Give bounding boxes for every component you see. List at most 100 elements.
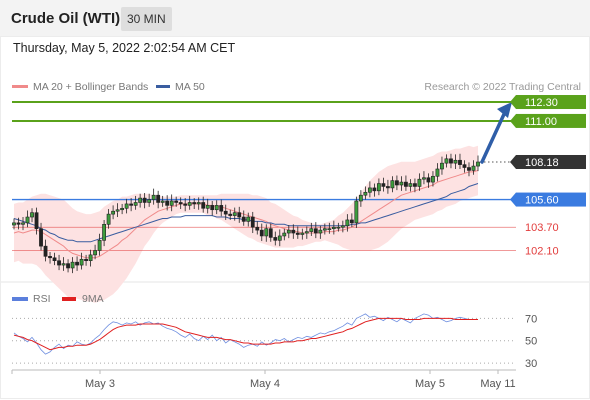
- candle: [354, 196, 359, 228]
- x-tick-label: May 4: [250, 378, 280, 390]
- candle: [462, 160, 467, 173]
- candle: [133, 195, 138, 210]
- candle: [219, 199, 224, 217]
- candle-body: [192, 202, 197, 205]
- candle: [453, 154, 458, 169]
- candle-body: [70, 261, 75, 269]
- ma50-line: [13, 183, 479, 243]
- candle: [115, 203, 120, 218]
- candle: [178, 197, 183, 210]
- candle-body: [196, 202, 201, 205]
- rsi-legend-swatch: [12, 297, 28, 301]
- candle: [16, 217, 21, 230]
- candle: [237, 206, 242, 223]
- candle-body: [210, 205, 215, 211]
- candle: [151, 188, 156, 205]
- candle: [205, 198, 210, 214]
- candle-body: [354, 200, 359, 224]
- rsi-tick-label: 70: [525, 313, 537, 325]
- current-price-label: 108.18: [525, 157, 559, 169]
- candle: [88, 249, 93, 267]
- candle: [223, 204, 228, 220]
- candle-body: [349, 219, 354, 224]
- candle: [138, 193, 143, 208]
- candle-body: [183, 203, 188, 206]
- candle-body: [111, 210, 116, 215]
- candle: [471, 160, 476, 175]
- candle: [331, 220, 336, 235]
- candle-body: [156, 194, 161, 203]
- candle: [30, 208, 34, 223]
- candle-body: [223, 210, 228, 215]
- candle-body: [241, 216, 246, 222]
- candle: [142, 193, 147, 209]
- candle: [435, 163, 440, 182]
- candle-body: [174, 200, 179, 203]
- ma50-legend-swatch: [156, 85, 170, 88]
- candle-body: [115, 209, 120, 212]
- candle-body: [106, 213, 111, 225]
- candle-body: [386, 186, 390, 189]
- candle: [129, 198, 134, 212]
- candle-body: [444, 158, 449, 164]
- x-tick-label: May 5: [415, 378, 445, 390]
- candle: [444, 154, 449, 168]
- candle-body: [462, 164, 467, 168]
- candle: [458, 153, 462, 169]
- candle-body: [390, 180, 395, 189]
- candle-body: [201, 202, 206, 209]
- bollinger-band: [14, 145, 478, 303]
- candle-body: [395, 180, 399, 186]
- candle: [431, 171, 435, 187]
- timeframe-badge[interactable]: 30 MIN: [121, 7, 172, 31]
- candle: [395, 175, 399, 191]
- candle-body: [178, 202, 183, 205]
- candle: [183, 198, 188, 212]
- candle-body: [88, 254, 93, 262]
- instrument-title: Crude Oil (WTI): [11, 10, 121, 27]
- ma9-line: [13, 317, 478, 351]
- candle-body: [138, 197, 143, 203]
- candle: [259, 223, 264, 242]
- pivot-level-tag: [516, 192, 586, 207]
- target-level-tag: [516, 113, 586, 128]
- forecast-arrow-head: [497, 102, 512, 119]
- candle: [169, 194, 174, 212]
- candle-body: [309, 228, 314, 232]
- candle: [255, 221, 260, 235]
- candle: [390, 176, 395, 193]
- candle: [102, 219, 106, 247]
- candle-body: [440, 162, 444, 170]
- candle-body: [367, 187, 372, 193]
- candle-body: [30, 212, 34, 218]
- candle-body: [372, 187, 377, 192]
- candle: [372, 183, 377, 197]
- candle: [417, 173, 422, 191]
- candle: [376, 178, 381, 196]
- candle-body: [449, 158, 453, 164]
- candle-body: [160, 200, 165, 203]
- candle: [165, 195, 170, 211]
- candle: [52, 252, 57, 266]
- ma9-legend-label: 9MA: [82, 293, 104, 305]
- candle-body: [48, 256, 52, 259]
- candle: [232, 207, 237, 221]
- target-level-tag-pointer: [510, 95, 516, 110]
- candle-body: [340, 225, 345, 228]
- candle-body: [318, 229, 323, 234]
- pivot-level-tag-pointer: [510, 192, 516, 207]
- candle: [21, 217, 25, 231]
- candle: [93, 244, 97, 260]
- candle: [273, 231, 278, 246]
- candle: [449, 153, 453, 169]
- candle: [48, 251, 52, 264]
- current-price-tag: [516, 154, 586, 169]
- candle: [124, 198, 129, 214]
- candle: [39, 222, 43, 251]
- candle: [422, 171, 426, 185]
- candle-body: [16, 222, 21, 225]
- candle-body: [358, 194, 363, 202]
- candle: [61, 257, 66, 271]
- ma9-legend-swatch: [62, 297, 76, 301]
